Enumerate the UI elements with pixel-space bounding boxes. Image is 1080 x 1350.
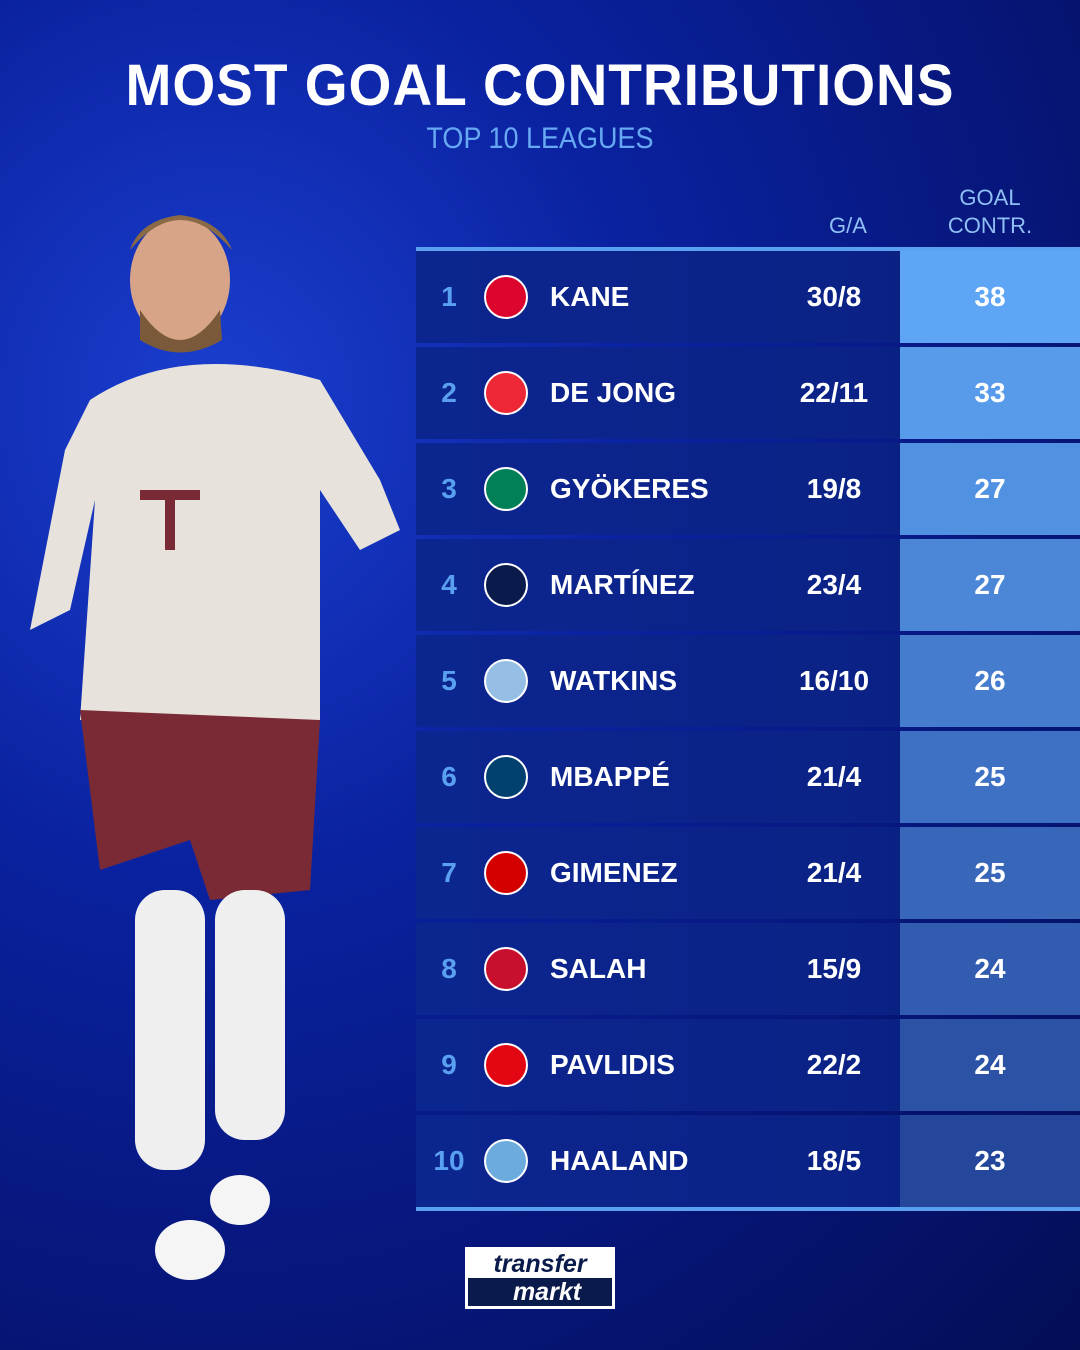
rank: 1 (441, 281, 457, 312)
goals-assists: 19/8 (806, 473, 862, 504)
rank: 7 (441, 857, 457, 888)
rank: 6 (441, 761, 457, 792)
aston-villa-crest-icon (484, 659, 528, 703)
page-title: MOST GOAL CONTRIBUTIONS (125, 53, 955, 118)
rank: 5 (441, 665, 457, 696)
liverpool-crest-icon (484, 947, 528, 991)
goal-contributions: 24 (900, 1019, 1080, 1111)
table-row: 5 WATKINS 16/10 26 (416, 635, 1080, 727)
player-photo (30, 215, 400, 1280)
player-name: PAVLIDIS (550, 1049, 675, 1080)
goals-assists: 22/2 (806, 1049, 862, 1080)
header-ga: G/A (829, 213, 867, 238)
table-row: 7 GIMENEZ 21/4 25 (416, 827, 1080, 919)
player-name: MBAPPÉ (550, 761, 670, 792)
table-row: 3 GYÖKERES 19/8 27 (416, 443, 1080, 535)
inter-crest-icon (484, 563, 528, 607)
table-row: 4 MARTÍNEZ 23/4 27 (416, 539, 1080, 631)
player-name: KANE (550, 281, 630, 312)
table-row: 9 PAVLIDIS 22/2 24 (416, 1019, 1080, 1111)
goals-assists: 16/10 (798, 665, 870, 696)
player-name: HAALAND (550, 1145, 689, 1176)
table-row: 10 HAALAND 18/5 23 (416, 1115, 1080, 1207)
header-goal-contributions: GOAL CONTR. (900, 184, 1080, 240)
psv-crest-icon (484, 371, 528, 415)
goals-assists: 21/4 (806, 857, 862, 888)
az-alkmaar-crest-icon (484, 1043, 528, 1087)
rank: 10 (433, 1145, 465, 1176)
player-name: DE JONG (550, 377, 677, 408)
goal-contributions: 26 (900, 635, 1080, 727)
goal-contributions: 27 (900, 539, 1080, 631)
page-subtitle: TOP 10 LEAGUES (426, 122, 654, 155)
player-name: GYÖKERES (550, 473, 709, 504)
table-row: 8 SALAH 15/9 24 (416, 923, 1080, 1015)
ranking-table: 1 KANE 30/8 38 2 DE JONG 22/11 33 3 GYÖKER… (416, 247, 1080, 1211)
player-name: SALAH (550, 953, 647, 984)
psg-crest-icon (484, 755, 528, 799)
manchester-city-crest-icon (484, 1139, 528, 1183)
table-row: 2 DE JONG 22/11 33 (416, 347, 1080, 439)
goals-assists: 15/9 (806, 953, 862, 984)
goals-assists: 22/11 (799, 377, 869, 408)
goal-contributions: 23 (900, 1115, 1080, 1207)
goal-contributions: 38 (900, 251, 1080, 343)
goals-assists: 30/8 (806, 281, 862, 312)
transfermarkt-logo: transfer markt (465, 1247, 615, 1309)
rank: 3 (441, 473, 457, 504)
goals-assists: 21/4 (806, 761, 862, 792)
sporting-cp-crest-icon (484, 467, 528, 511)
goals-assists: 18/5 (806, 1145, 862, 1176)
goal-contributions: 24 (900, 923, 1080, 1015)
bayern-munich-crest-icon (484, 275, 528, 319)
player-name: MARTÍNEZ (550, 569, 695, 600)
rank: 2 (441, 377, 457, 408)
player-name: WATKINS (550, 665, 678, 696)
table-row: 1 KANE 30/8 38 (416, 251, 1080, 343)
goal-contributions: 27 (900, 443, 1080, 535)
player-name: GIMENEZ (550, 857, 678, 888)
rank: 4 (441, 569, 457, 600)
goal-contributions: 25 (900, 731, 1080, 823)
goal-contributions: 25 (900, 827, 1080, 919)
goal-contributions: 33 (900, 347, 1080, 439)
header-gc-line2: CONTR. (947, 213, 1033, 238)
rank: 9 (441, 1049, 457, 1080)
table-row: 6 MBAPPÉ 21/4 25 (416, 731, 1080, 823)
header-gc-line1: GOAL (959, 185, 1021, 210)
rank: 8 (441, 953, 457, 984)
goals-assists: 23/4 (806, 569, 862, 600)
feyenoord-crest-icon (484, 851, 528, 895)
